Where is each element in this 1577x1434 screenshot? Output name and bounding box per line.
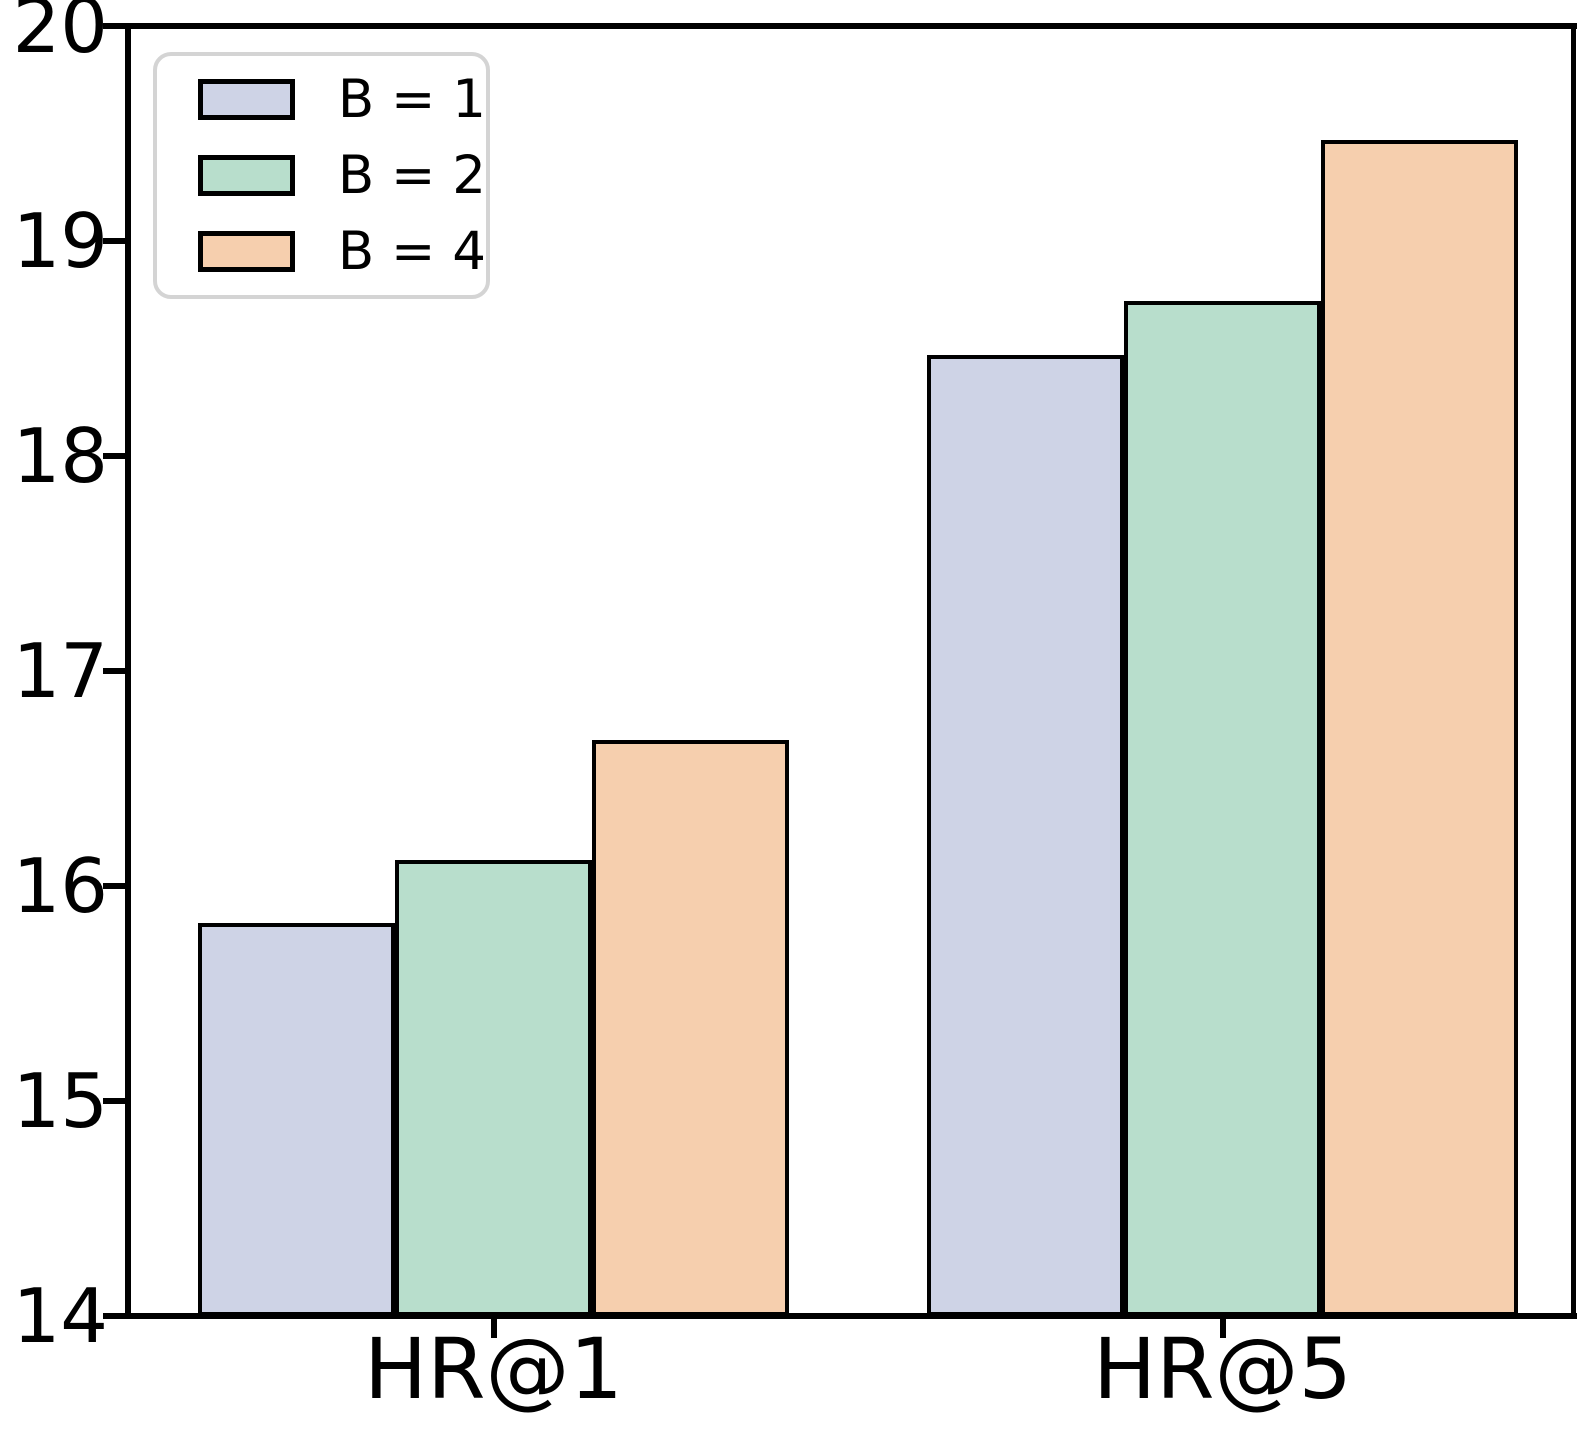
- legend: B = 1 B = 2 B = 4: [153, 52, 490, 299]
- bar-hr-5-b-2: [1124, 301, 1321, 1316]
- y-tick-mark-19: [103, 238, 125, 244]
- axis-spine-bottom: [125, 1313, 1577, 1319]
- y-tick-label-17: 17: [12, 626, 108, 715]
- bar-hr-5-b-1: [927, 354, 1124, 1316]
- bar-hr-1-b-4: [592, 739, 789, 1316]
- y-tick-mark-14: [103, 1313, 125, 1319]
- legend-label-b-4: B = 4: [337, 221, 486, 282]
- y-tick-label-19: 19: [12, 196, 108, 285]
- y-tick-label-16: 16: [12, 841, 108, 930]
- y-tick-mark-17: [103, 668, 125, 674]
- legend-item-b-2: B = 2: [198, 149, 486, 202]
- x-tick-mark-hr-1: [490, 1316, 497, 1338]
- legend-label-b-2: B = 2: [337, 145, 486, 206]
- plot-area: B = 1 B = 2 B = 4: [103, 23, 1577, 1338]
- legend-swatch-b-4: [198, 231, 295, 272]
- y-tick-mark-18: [103, 453, 125, 459]
- legend-swatch-b-2: [198, 155, 295, 196]
- axis-spine-right: [1571, 23, 1576, 1319]
- x-tick-mark-hr-5: [1219, 1316, 1226, 1338]
- legend-item-b-1: B = 1: [198, 73, 486, 126]
- bar-hr-1-b-1: [198, 922, 395, 1316]
- y-tick-label-15: 15: [12, 1056, 108, 1145]
- x-tick-label-hr-5: HR@5: [1093, 1320, 1352, 1418]
- y-tick-label-14: 14: [12, 1271, 108, 1360]
- legend-swatch-b-1: [198, 79, 295, 120]
- bar-hr-5-b-4: [1321, 139, 1518, 1316]
- bar-hr-1-b-2: [395, 860, 592, 1316]
- legend-item-b-4: B = 4: [198, 225, 486, 278]
- axis-spine-left: [125, 23, 131, 1319]
- y-tick-label-18: 18: [12, 411, 108, 500]
- legend-label-b-1: B = 1: [337, 69, 486, 130]
- y-tick-mark-16: [103, 883, 125, 889]
- y-tick-label-20: 20: [12, 0, 108, 70]
- axis-spine-top: [125, 23, 1577, 29]
- x-tick-label-hr-1: HR@1: [364, 1320, 623, 1418]
- y-tick-mark-20: [103, 23, 125, 29]
- y-tick-mark-15: [103, 1098, 125, 1104]
